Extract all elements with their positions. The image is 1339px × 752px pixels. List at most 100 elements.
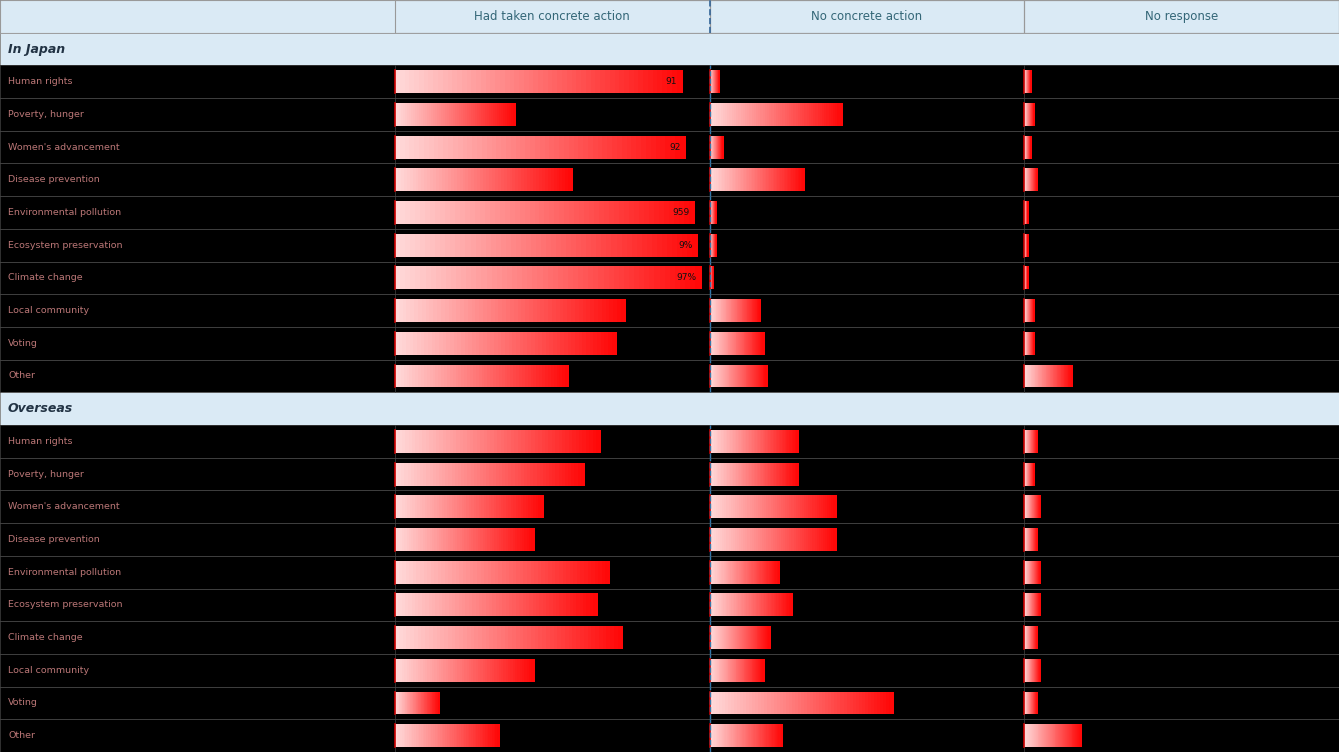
Bar: [1026, 299, 1027, 322]
Bar: [735, 626, 736, 649]
Bar: [1030, 430, 1031, 453]
Bar: [1038, 659, 1039, 682]
Bar: [438, 365, 442, 387]
Bar: [762, 430, 766, 453]
Bar: [416, 103, 420, 126]
Bar: [580, 201, 585, 224]
Bar: [777, 593, 779, 617]
Bar: [781, 496, 785, 518]
Bar: [781, 593, 783, 617]
Bar: [502, 332, 506, 355]
Bar: [1034, 593, 1035, 617]
Bar: [1035, 626, 1036, 649]
Bar: [714, 659, 715, 682]
Bar: [1026, 234, 1027, 256]
Bar: [395, 724, 398, 747]
Bar: [714, 659, 716, 682]
Text: Climate change: Climate change: [8, 633, 83, 642]
Bar: [420, 724, 424, 747]
Bar: [595, 299, 600, 322]
Bar: [732, 365, 735, 387]
Bar: [437, 168, 441, 191]
Bar: [434, 70, 439, 93]
Bar: [1034, 528, 1035, 551]
Bar: [742, 168, 744, 191]
Bar: [757, 659, 759, 682]
Bar: [1028, 70, 1030, 93]
Bar: [722, 593, 724, 617]
Bar: [759, 659, 761, 682]
Bar: [517, 659, 521, 682]
Bar: [735, 299, 736, 322]
Bar: [1028, 103, 1030, 126]
Bar: [712, 266, 714, 290]
Bar: [1026, 70, 1027, 93]
Bar: [445, 201, 451, 224]
Bar: [546, 234, 553, 256]
Bar: [1030, 659, 1031, 682]
Bar: [779, 168, 782, 191]
Bar: [1026, 201, 1027, 224]
Bar: [399, 659, 403, 682]
Bar: [732, 593, 735, 617]
Bar: [562, 430, 566, 453]
Bar: [1028, 496, 1030, 518]
Bar: [710, 234, 711, 256]
Bar: [412, 430, 416, 453]
Bar: [453, 430, 458, 453]
Bar: [1032, 528, 1034, 551]
Bar: [798, 692, 802, 714]
Bar: [711, 332, 712, 355]
Bar: [719, 135, 720, 159]
Bar: [446, 659, 450, 682]
Bar: [439, 462, 443, 486]
Bar: [727, 103, 731, 126]
Bar: [739, 365, 742, 387]
Bar: [1026, 299, 1027, 322]
Bar: [1038, 561, 1039, 584]
Bar: [1028, 462, 1030, 486]
Bar: [432, 462, 438, 486]
Bar: [790, 430, 793, 453]
Bar: [616, 234, 623, 256]
Bar: [711, 659, 712, 682]
Bar: [1028, 593, 1030, 617]
Bar: [1031, 626, 1032, 649]
Bar: [711, 135, 712, 159]
Text: 91: 91: [665, 77, 678, 86]
Bar: [719, 659, 722, 682]
Bar: [1032, 659, 1034, 682]
Bar: [493, 593, 497, 617]
Bar: [1052, 724, 1055, 747]
Bar: [1054, 724, 1056, 747]
Bar: [461, 103, 465, 126]
Bar: [1035, 561, 1036, 584]
Bar: [487, 332, 491, 355]
Bar: [1026, 626, 1027, 649]
Bar: [1026, 692, 1027, 714]
Bar: [711, 266, 712, 290]
Bar: [446, 234, 451, 256]
Bar: [441, 266, 447, 290]
Bar: [1031, 692, 1034, 714]
Bar: [1024, 266, 1026, 290]
Bar: [716, 659, 719, 682]
Bar: [1035, 659, 1036, 682]
Bar: [1031, 593, 1032, 617]
Bar: [712, 528, 715, 551]
Bar: [734, 299, 736, 322]
Bar: [1030, 70, 1031, 93]
Bar: [1032, 332, 1034, 355]
Bar: [510, 528, 514, 551]
Bar: [586, 299, 592, 322]
Bar: [726, 332, 728, 355]
Bar: [1034, 692, 1035, 714]
Bar: [395, 561, 400, 584]
Bar: [538, 430, 542, 453]
Bar: [497, 430, 502, 453]
Bar: [615, 201, 620, 224]
Bar: [470, 234, 477, 256]
Bar: [1043, 365, 1044, 387]
Bar: [572, 430, 577, 453]
Bar: [588, 266, 595, 290]
